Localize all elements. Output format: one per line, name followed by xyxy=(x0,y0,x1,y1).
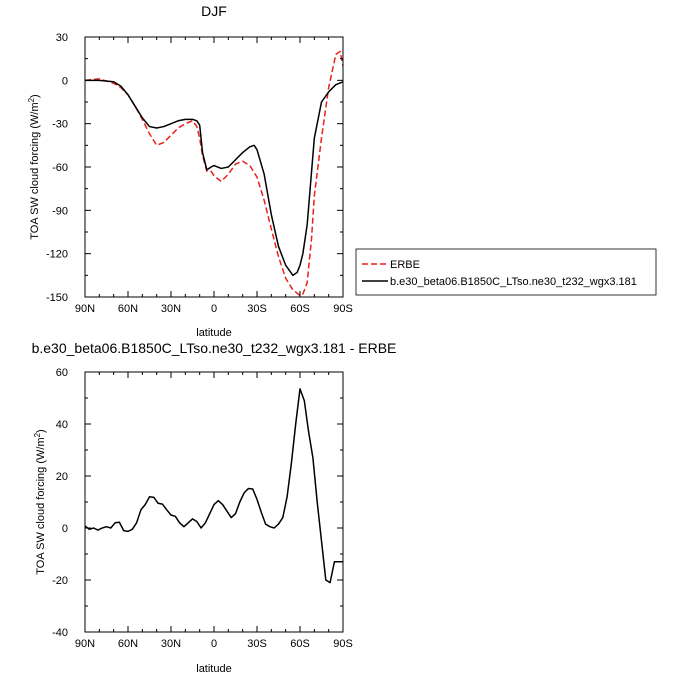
legend-label-erbe: ERBE xyxy=(390,259,420,271)
y-tick-label: -120 xyxy=(46,249,68,261)
bottom-chart-ylabel: TOA SW cloud forcing (W/m2) xyxy=(33,429,47,574)
y-tick-label: -60 xyxy=(52,162,68,174)
x-tick-label: 60S xyxy=(290,638,310,650)
y-tick-label: 0 xyxy=(62,75,68,87)
series-line-model xyxy=(85,79,344,277)
x-tick-label: 30N xyxy=(161,303,181,315)
y-tick-label: 60 xyxy=(56,367,68,379)
y-tick-label: -90 xyxy=(52,205,68,217)
y-tick-label: -20 xyxy=(52,575,68,587)
x-tick-label: 30S xyxy=(247,638,267,650)
legend-label-model: b.e30_beta06.B1850C_LTso.ne30_t232_wgx3.… xyxy=(390,276,637,288)
x-tick-label: 90N xyxy=(75,638,95,650)
y-tick-label: -30 xyxy=(52,119,68,131)
top-chart-title: DJF xyxy=(201,3,227,19)
x-tick-label: 90N xyxy=(75,303,95,315)
y-tick-label: 20 xyxy=(56,471,68,483)
bottom-chart-title: b.e30_beta06.B1850C_LTso.ne30_t232_wgx3.… xyxy=(32,340,397,356)
legend: ERBE b.e30_beta06.B1850C_LTso.ne30_t232_… xyxy=(355,248,657,296)
legend-frame xyxy=(355,248,657,296)
bottom-chart-xlabel: latitude xyxy=(196,663,231,675)
top-chart-plot-frame xyxy=(84,36,344,298)
x-tick-label: 60S xyxy=(290,303,310,315)
x-tick-label: 0 xyxy=(211,638,217,650)
bottom-chart: b.e30_beta06.B1850C_LTso.ne30_t232_wgx3.… xyxy=(32,340,397,675)
top-chart-ylabel-sup: 2 xyxy=(27,97,36,102)
x-tick-label: 90S xyxy=(333,303,353,315)
y-tick-label: 40 xyxy=(56,419,68,431)
series-line-erbe xyxy=(84,50,344,297)
x-tick-label: 0 xyxy=(211,303,217,315)
x-tick-label: 90S xyxy=(333,638,353,650)
y-tick-label: 0 xyxy=(62,523,68,535)
top-chart: DJF 90N 60N 30N 0 30S 60S 90S 30 0 -30 -60 -90 -120… xyxy=(27,3,657,339)
y-tick-label: -150 xyxy=(46,292,68,304)
y-tick-label: 30 xyxy=(56,32,68,44)
x-tick-label: 60N xyxy=(118,303,138,315)
series-line-difference xyxy=(84,388,343,584)
x-tick-label: 30S xyxy=(247,303,267,315)
x-tick-label: 30N xyxy=(161,638,181,650)
top-chart-ylabel: TOA SW cloud forcing (W/m2) xyxy=(27,94,41,239)
y-tick-label: -40 xyxy=(52,627,68,639)
x-tick-label: 60N xyxy=(118,638,138,650)
bottom-chart-ylabel-sup: 2 xyxy=(33,432,42,437)
top-chart-xlabel: latitude xyxy=(196,327,231,339)
bottom-chart-plot-frame xyxy=(84,371,344,633)
